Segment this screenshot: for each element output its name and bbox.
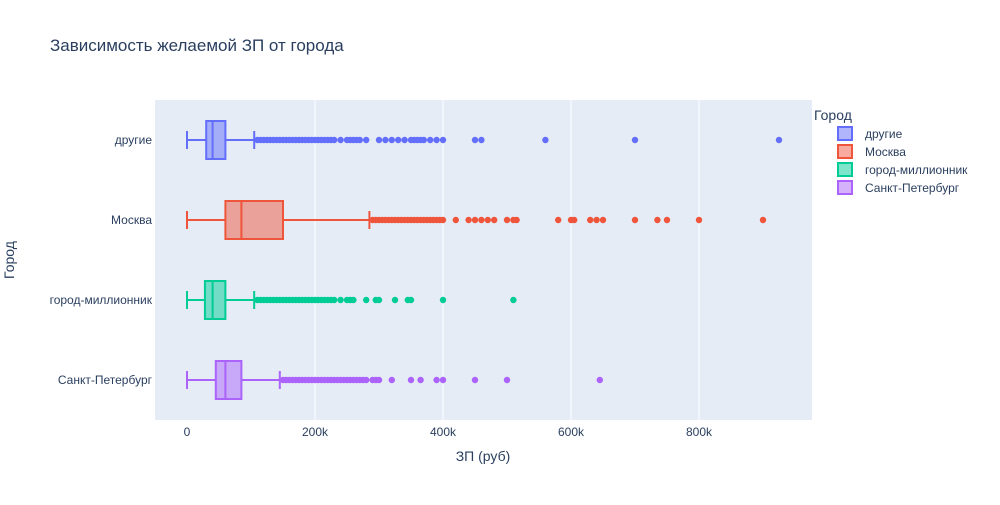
outlier-point bbox=[775, 136, 783, 144]
outlier-point bbox=[478, 216, 485, 224]
outlier-point bbox=[391, 296, 399, 304]
outlier-point bbox=[363, 296, 370, 304]
x-tick-label: 200k bbox=[302, 425, 329, 439]
legend-label: Москва bbox=[865, 145, 906, 159]
outlier-point bbox=[542, 136, 549, 144]
outlier-point bbox=[510, 296, 517, 304]
outlier-point bbox=[491, 216, 498, 224]
box-iqr bbox=[224, 200, 284, 240]
outlier-point bbox=[433, 136, 440, 144]
outlier-point bbox=[363, 136, 370, 144]
y-tick-label: город-миллионник bbox=[50, 293, 153, 307]
outlier-point bbox=[395, 136, 402, 144]
outlier-point bbox=[337, 296, 344, 304]
outlier-point bbox=[478, 136, 485, 144]
legend: Город другие Москва город-миллионник Санкт-… bbox=[814, 107, 968, 195]
x-tick-label: 0 bbox=[184, 425, 191, 439]
box-trace bbox=[186, 120, 783, 160]
chart-title: Зависимость желаемой ЗП от города bbox=[50, 36, 344, 55]
outlier-point bbox=[631, 216, 639, 224]
legend-swatch bbox=[837, 144, 853, 159]
legend-label: город-миллионник bbox=[865, 163, 968, 177]
outlier-point bbox=[401, 136, 408, 144]
outlier-point bbox=[471, 136, 479, 144]
outlier-point bbox=[654, 216, 661, 224]
legend-item: другие bbox=[837, 126, 903, 141]
outlier-point bbox=[433, 376, 440, 384]
outlier-point bbox=[388, 376, 395, 384]
outlier-point bbox=[759, 216, 767, 224]
gridlines bbox=[314, 100, 700, 420]
x-tick-label: 600k bbox=[558, 425, 585, 439]
outlier-point bbox=[471, 216, 479, 224]
outlier-point bbox=[350, 296, 357, 304]
outlier-point bbox=[363, 376, 370, 384]
outlier-point bbox=[571, 216, 578, 224]
y-axis-title: Город bbox=[1, 241, 17, 279]
outlier-point bbox=[503, 376, 511, 384]
x-tick-labels: 0 200k 400k 600k 800k bbox=[184, 425, 713, 439]
outlier-point bbox=[331, 136, 338, 144]
outlier-point bbox=[513, 216, 520, 224]
outlier-point bbox=[337, 136, 344, 144]
box-trace bbox=[186, 280, 517, 320]
box-trace bbox=[186, 200, 767, 240]
outlier-point bbox=[484, 216, 491, 224]
outlier-point bbox=[695, 216, 703, 224]
outlier-point bbox=[427, 136, 434, 144]
y-tick-label: другие bbox=[115, 133, 153, 147]
legend-swatch bbox=[837, 180, 853, 195]
outlier-point bbox=[663, 216, 671, 224]
x-axis-title: ЗП (руб) bbox=[456, 448, 511, 464]
legend-items: другие Москва город-миллионник Санкт-Петерб… bbox=[837, 126, 968, 195]
x-tick-label: 800k bbox=[686, 425, 713, 439]
outlier-point bbox=[375, 296, 383, 304]
box-iqr bbox=[203, 280, 227, 320]
legend-swatch bbox=[837, 162, 853, 177]
outlier-point bbox=[417, 376, 424, 384]
outlier-point bbox=[452, 216, 459, 224]
box-trace bbox=[186, 360, 603, 400]
outlier-point bbox=[471, 376, 479, 384]
outlier-point bbox=[599, 216, 607, 224]
outlier-point bbox=[555, 216, 562, 224]
outlier-point bbox=[420, 136, 427, 144]
outlier-point bbox=[503, 216, 511, 224]
legend-title: Город bbox=[814, 107, 852, 123]
outlier-point bbox=[465, 216, 472, 224]
legend-label: другие bbox=[865, 127, 903, 141]
outlier-point bbox=[631, 136, 639, 144]
outlier-point bbox=[382, 136, 389, 144]
outlier-point bbox=[388, 136, 395, 144]
y-tick-label: Санкт-Петербург bbox=[58, 373, 153, 387]
x-tick-label: 400k bbox=[430, 425, 457, 439]
outlier-point bbox=[407, 376, 415, 384]
outlier-point bbox=[375, 136, 383, 144]
y-tick-label: Москва bbox=[111, 213, 152, 227]
legend-item: город-миллионник bbox=[837, 162, 968, 177]
legend-label: Санкт-Петербург bbox=[865, 181, 960, 195]
outlier-point bbox=[356, 136, 363, 144]
boxes-layer bbox=[186, 120, 783, 400]
outlier-point bbox=[331, 296, 338, 304]
box-iqr bbox=[214, 360, 243, 400]
legend-item: Санкт-Петербург bbox=[837, 180, 960, 195]
box-iqr bbox=[205, 120, 227, 160]
outlier-point bbox=[375, 376, 383, 384]
outlier-point bbox=[596, 376, 603, 384]
outlier-point bbox=[439, 376, 447, 384]
outlier-point bbox=[593, 216, 600, 224]
outlier-point bbox=[439, 216, 447, 224]
y-tick-labels: другие Москва город-миллионник Санкт-Петерб… bbox=[50, 133, 153, 387]
outlier-point bbox=[439, 136, 447, 144]
plot-area bbox=[155, 100, 812, 420]
outlier-point bbox=[587, 216, 594, 224]
outlier-point bbox=[439, 296, 447, 304]
legend-swatch bbox=[837, 126, 853, 141]
legend-item: Москва bbox=[837, 144, 906, 159]
outlier-point bbox=[407, 296, 415, 304]
